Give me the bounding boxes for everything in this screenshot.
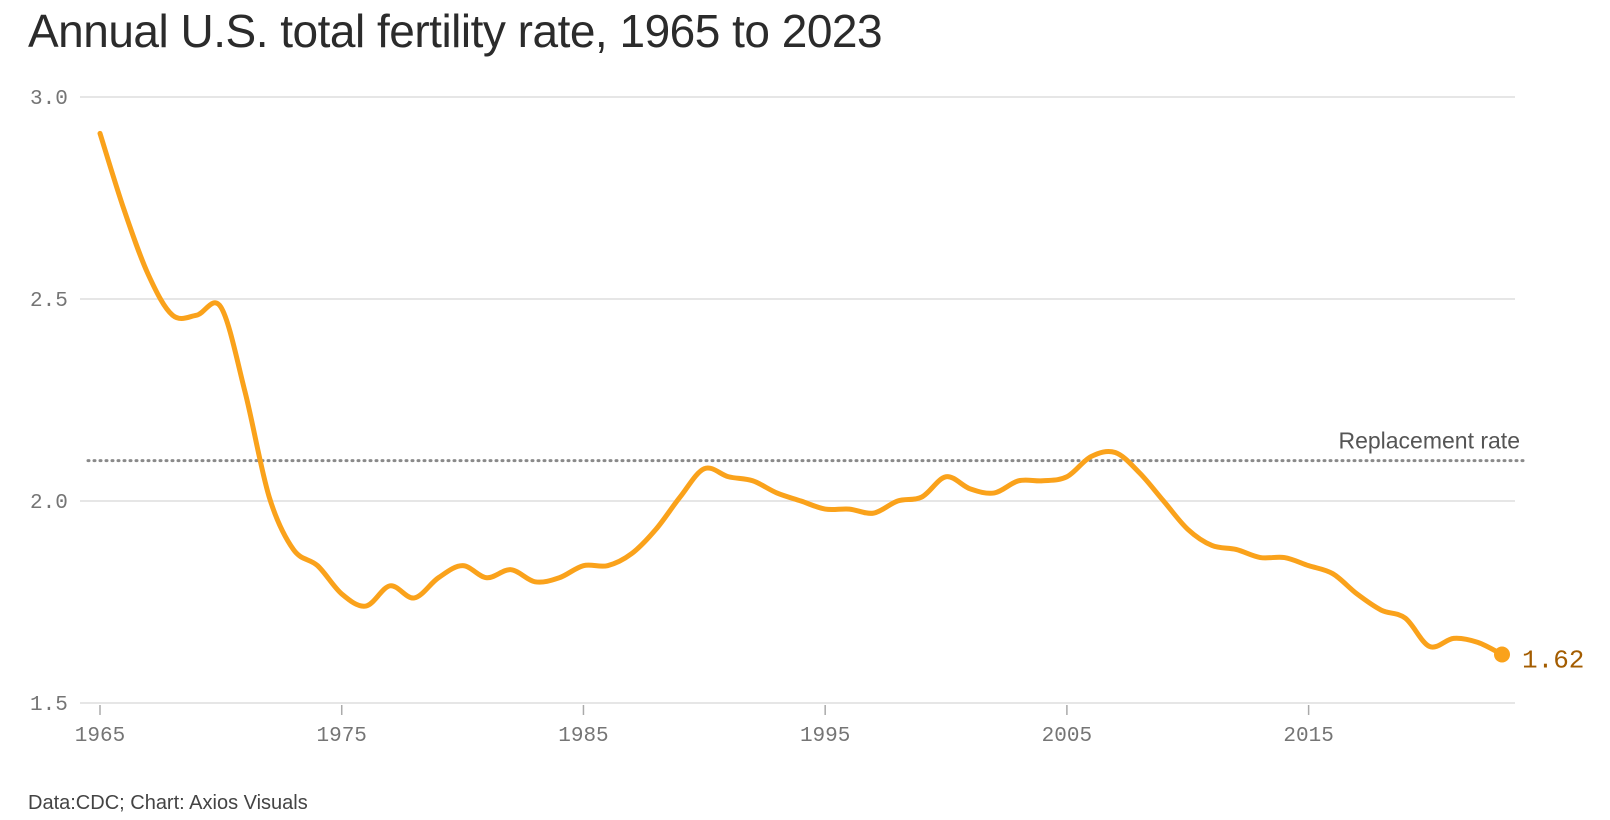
y-axis-ticks: 1.5 2.0 2.5 3.0	[30, 88, 68, 717]
x-tick-label: 1985	[558, 725, 608, 748]
grid-lines	[80, 96, 1515, 704]
x-tick-label: 1975	[317, 725, 367, 748]
x-axis-ticks: 1965 1975 1985 1995 2005 2015	[75, 705, 1334, 748]
y-tick-label: 2.0	[30, 492, 68, 515]
y-tick-label: 1.5	[30, 694, 68, 717]
end-point-marker	[1494, 646, 1510, 663]
end-value-label: 1.62	[1522, 646, 1584, 676]
x-tick-label: 1995	[800, 725, 850, 748]
fertility-rate-line	[97, 130, 1505, 658]
replacement-rate-label: Replacement rate	[1338, 428, 1520, 454]
x-tick-label: 2005	[1042, 725, 1092, 748]
y-tick-label: 2.5	[30, 290, 68, 313]
source-note: Data:CDC; Chart: Axios Visuals	[28, 792, 308, 814]
data-points	[98, 131, 1504, 656]
chart-title: Annual U.S. total fertility rate, 1965 t…	[28, 5, 883, 57]
x-tick-label: 1965	[75, 725, 125, 748]
y-tick-label: 3.0	[30, 88, 68, 111]
x-tick-label: 2015	[1283, 725, 1333, 748]
